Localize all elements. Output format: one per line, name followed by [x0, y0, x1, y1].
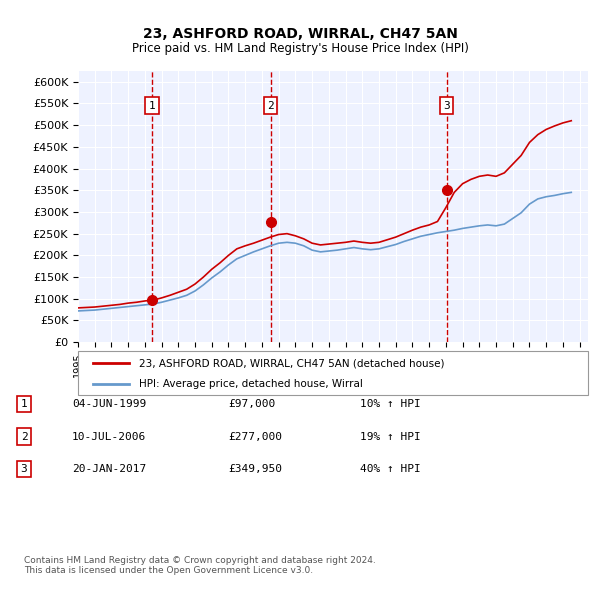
Text: £349,950: £349,950 [228, 464, 282, 474]
Text: 20-JAN-2017: 20-JAN-2017 [72, 464, 146, 474]
Text: 04-JUN-1999: 04-JUN-1999 [72, 399, 146, 409]
Text: 2: 2 [20, 432, 28, 441]
Text: Price paid vs. HM Land Registry's House Price Index (HPI): Price paid vs. HM Land Registry's House … [131, 42, 469, 55]
Text: 10-JUL-2006: 10-JUL-2006 [72, 432, 146, 441]
Text: £97,000: £97,000 [228, 399, 275, 409]
Text: 1: 1 [149, 100, 155, 110]
Text: £277,000: £277,000 [228, 432, 282, 441]
Text: 10% ↑ HPI: 10% ↑ HPI [360, 399, 421, 409]
Text: 3: 3 [443, 100, 450, 110]
Text: HPI: Average price, detached house, Wirral: HPI: Average price, detached house, Wirr… [139, 379, 363, 389]
Text: 19% ↑ HPI: 19% ↑ HPI [360, 432, 421, 441]
Text: 23, ASHFORD ROAD, WIRRAL, CH47 5AN: 23, ASHFORD ROAD, WIRRAL, CH47 5AN [143, 27, 457, 41]
Text: Contains HM Land Registry data © Crown copyright and database right 2024.
This d: Contains HM Land Registry data © Crown c… [24, 556, 376, 575]
Text: 23, ASHFORD ROAD, WIRRAL, CH47 5AN (detached house): 23, ASHFORD ROAD, WIRRAL, CH47 5AN (deta… [139, 359, 445, 368]
FancyBboxPatch shape [78, 351, 588, 395]
Text: 2: 2 [267, 100, 274, 110]
Text: 1: 1 [20, 399, 28, 409]
Text: 40% ↑ HPI: 40% ↑ HPI [360, 464, 421, 474]
Text: 3: 3 [20, 464, 28, 474]
